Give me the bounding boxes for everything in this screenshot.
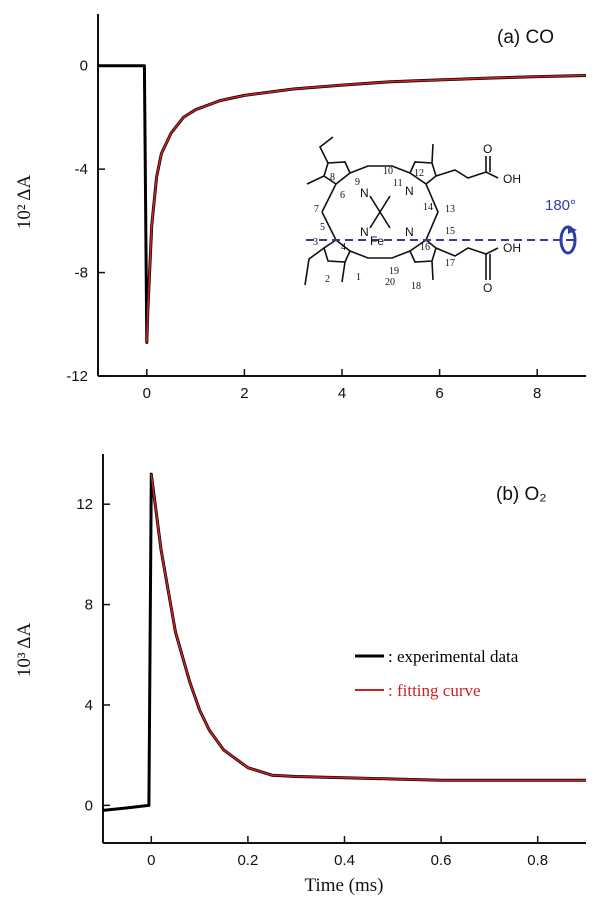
- legend: : experimental data : fitting curve: [355, 647, 519, 700]
- position-16: 16: [420, 242, 430, 253]
- panel-a-x-tick-label: 4: [338, 385, 346, 402]
- panel-b-ylabel: 10³ ΔA: [14, 623, 35, 678]
- nitrogen-label-a: N: [360, 186, 369, 200]
- panel-a-x-tick-label: 8: [533, 385, 541, 402]
- nitrogen-label-b: N: [405, 184, 414, 198]
- panel-a-x-tick-label: 6: [435, 385, 443, 402]
- panel-a-ticks: 0 2 4 6 80-4-8-12: [66, 58, 541, 402]
- heme-structure-inset: 180° Fe N N N N OH O OH O 1 2 3 4 5 6 7 …: [304, 136, 578, 295]
- panel-b-x-tick-label: 0: [147, 852, 155, 869]
- panel-b-experimental-line: [102, 472, 586, 812]
- panel-b-y-tick-label: 8: [85, 597, 93, 614]
- heme-bonds: [304, 136, 499, 286]
- position-14: 14: [423, 202, 433, 213]
- position-9: 9: [355, 177, 360, 188]
- position-18: 18: [411, 281, 421, 292]
- panel-a-y-tick-label: -4: [75, 161, 88, 178]
- panel-a-y-tick-label: -8: [75, 265, 88, 282]
- legend-experimental-label: : experimental data: [388, 647, 519, 666]
- panel-a-fitting-line: [146, 74, 587, 343]
- acid-o-bottom: O: [483, 281, 492, 295]
- rotation-angle-label: 180°: [545, 197, 576, 214]
- nitrogen-label-c: N: [405, 225, 414, 239]
- rotation-arrow-icon: [559, 225, 577, 255]
- position-6: 6: [340, 190, 345, 201]
- position-2: 2: [325, 274, 330, 285]
- panel-b-ticks: 0 0.2 0.4 0.6 0.8 0 4 8 12: [76, 496, 548, 869]
- acid-oh-bottom: OH: [503, 241, 521, 255]
- panel-b-x-tick-label: 0.8: [527, 852, 548, 869]
- position-3: 3: [313, 237, 318, 248]
- nitrogen-label-d: N: [360, 225, 369, 239]
- panel-b-y-tick-label: 4: [85, 697, 93, 714]
- position-13: 13: [445, 204, 455, 215]
- panel-a-series: [98, 64, 587, 344]
- panel-a-experimental-line: [98, 64, 587, 344]
- panel-a-x-tick-label: 2: [240, 385, 248, 402]
- panel-a-co: 0 2 4 6 80-4-8-12 10² ΔA (a) CO: [14, 14, 587, 402]
- panel-a-ylabel: 10² ΔA: [14, 175, 35, 230]
- position-20: 20: [385, 277, 395, 288]
- panel-a-x-tick-label: 0: [143, 385, 151, 402]
- position-11: 11: [393, 178, 403, 189]
- panel-b-x-tick-label: 0.6: [431, 852, 452, 869]
- position-15: 15: [445, 226, 455, 237]
- panel-b-fitting-line: [150, 473, 586, 782]
- panel-b-y-tick-label: 12: [76, 496, 93, 513]
- panel-b-label: (b) O₂: [496, 484, 547, 505]
- position-5: 5: [320, 222, 325, 233]
- position-7: 7: [314, 204, 319, 215]
- position-4: 4: [341, 242, 346, 253]
- iron-label: Fe: [370, 234, 384, 248]
- acid-o-top: O: [483, 142, 492, 156]
- position-8: 8: [330, 172, 335, 183]
- legend-fitting-label: : fitting curve: [388, 681, 481, 700]
- panel-a-label: (a) CO: [497, 27, 554, 48]
- panel-b-o2: 0 0.2 0.4 0.6 0.8 0 4 8 12 10³ ΔA (b) O₂ : exper…: [14, 454, 586, 869]
- position-12: 12: [414, 168, 424, 179]
- acid-oh-top: OH: [503, 172, 521, 186]
- panel-b-x-tick-label: 0.4: [334, 852, 355, 869]
- position-10: 10: [383, 166, 393, 177]
- panel-a-y-tick-label: 0: [80, 58, 88, 75]
- panel-b-series: [102, 472, 586, 812]
- panel-b-y-tick-label: 0: [85, 797, 93, 814]
- x-axis-title: Time (ms): [304, 875, 383, 896]
- position-17: 17: [445, 258, 455, 269]
- panel-b-x-tick-label: 0.2: [237, 852, 258, 869]
- position-1: 1: [356, 272, 361, 283]
- position-19: 19: [389, 266, 399, 277]
- panel-a-y-tick-label: -12: [66, 368, 88, 385]
